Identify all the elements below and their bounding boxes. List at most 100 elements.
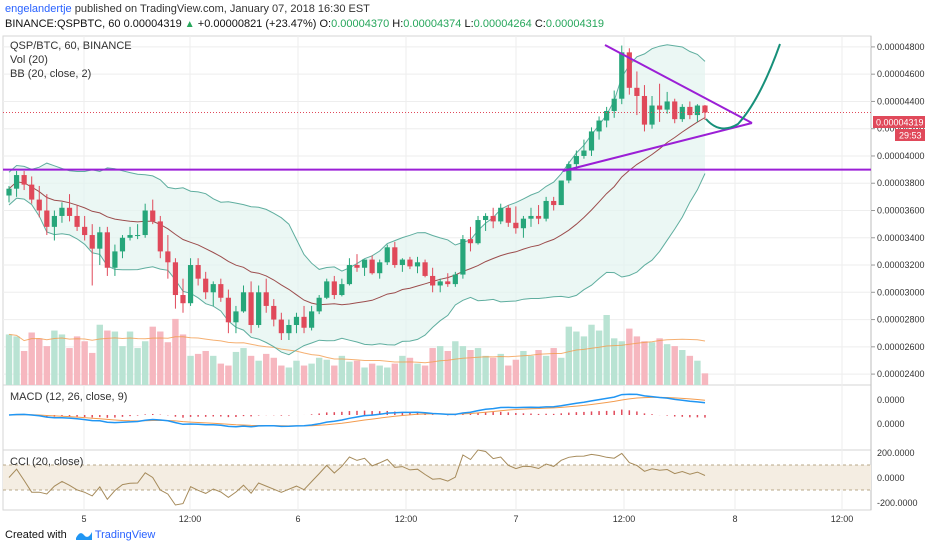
candle-body bbox=[316, 297, 322, 312]
time-tick-label: 7 bbox=[513, 514, 518, 524]
candle-body bbox=[66, 207, 73, 216]
volume-bar bbox=[527, 355, 535, 385]
price-tick-label: 0.00003200 bbox=[877, 260, 925, 270]
volume-bar bbox=[459, 346, 467, 385]
volume-bar bbox=[300, 365, 308, 385]
candle-body bbox=[203, 278, 209, 293]
volume-bar bbox=[202, 350, 209, 385]
author-link[interactable]: engelandertje bbox=[5, 3, 72, 15]
candle-body bbox=[44, 210, 50, 227]
time-tick-label: 6 bbox=[295, 514, 300, 524]
volume-bar bbox=[285, 367, 293, 385]
candle-body bbox=[649, 105, 655, 125]
volume-bar bbox=[315, 357, 323, 385]
volume-bar bbox=[474, 348, 482, 385]
time-axis[interactable]: 5 12:00 6 12:00 7 12:00 8 12:00 bbox=[81, 514, 853, 524]
chart-header: engelandertje published on TradingView.c… bbox=[0, 0, 932, 34]
price-change: +0.00000821 (+23.47%) bbox=[197, 18, 317, 30]
candle-body bbox=[634, 87, 640, 96]
candle-body bbox=[399, 259, 405, 266]
candle-body bbox=[180, 295, 186, 304]
price-tick-label: 0.00003000 bbox=[877, 287, 925, 297]
bar-timer-tag bbox=[895, 129, 925, 141]
candle-body bbox=[694, 105, 701, 116]
last-price: 0.00004319 bbox=[123, 18, 182, 30]
candle-body bbox=[165, 251, 171, 263]
volume-bar bbox=[663, 344, 671, 385]
price-tick-label: 0.00004000 bbox=[877, 151, 925, 161]
volume-bar bbox=[550, 348, 557, 385]
candle-body bbox=[339, 284, 345, 296]
candle-body bbox=[384, 247, 390, 263]
volume-bar bbox=[376, 365, 383, 385]
candle-body bbox=[361, 259, 368, 268]
candle-body bbox=[641, 95, 648, 125]
projection-curve bbox=[705, 43, 781, 130]
price-tick-label: 0.00004800 bbox=[877, 42, 925, 52]
price-axis[interactable]: 0.00004800 0.00004600 0.00004400 0.00004200… bbox=[871, 42, 925, 508]
tradingview-link[interactable]: TradingView bbox=[94, 529, 156, 541]
candle-body bbox=[672, 101, 678, 120]
high-label: H: bbox=[392, 18, 404, 30]
volume-ma-line bbox=[8, 333, 706, 364]
time-tick-label: 8 bbox=[732, 514, 737, 524]
candle-body bbox=[452, 274, 458, 285]
volume-bar bbox=[611, 338, 618, 385]
macd-signal-line bbox=[8, 396, 706, 427]
candle-body bbox=[702, 105, 708, 113]
high-value: 0.00004374 bbox=[403, 18, 462, 30]
volume-bar bbox=[565, 326, 573, 385]
candle-body bbox=[13, 175, 20, 189]
candle-body bbox=[656, 105, 663, 110]
candle-body bbox=[369, 259, 375, 274]
open-value: 0.00004370 bbox=[331, 18, 390, 30]
main-legend: QSP/BTC, 60, BINANCE bbox=[10, 40, 132, 52]
candle-body bbox=[74, 215, 80, 227]
candle-body bbox=[172, 262, 179, 296]
candle-body bbox=[36, 199, 42, 211]
tradingview-logo-icon bbox=[75, 532, 92, 541]
candle-body bbox=[588, 131, 595, 151]
candle-body bbox=[157, 221, 163, 252]
candle-body bbox=[210, 284, 216, 293]
volume-bar bbox=[391, 363, 399, 385]
macd-line bbox=[8, 393, 706, 428]
volume-bar bbox=[141, 341, 149, 385]
volume-bar bbox=[452, 341, 459, 385]
volume-bar bbox=[505, 365, 512, 385]
candle-body bbox=[112, 251, 118, 268]
vol-legend: Vol (20) bbox=[10, 54, 48, 66]
volume-bar bbox=[194, 353, 202, 385]
candle-body bbox=[82, 226, 88, 236]
volume-bar bbox=[51, 330, 58, 385]
candle-body bbox=[150, 210, 156, 222]
volume-bar bbox=[164, 342, 172, 385]
ohlc-line: BINANCE:QSPBTC, 60 0.00004319 ▲ +0.00000… bbox=[5, 18, 604, 30]
volume-bar bbox=[126, 331, 134, 385]
candle-body bbox=[271, 305, 277, 320]
candle-body bbox=[278, 319, 284, 334]
candle-body bbox=[187, 265, 194, 304]
cci-band bbox=[3, 465, 871, 490]
price-tick-label: 0.00002800 bbox=[877, 315, 925, 325]
up-arrow-icon: ▲ bbox=[184, 19, 195, 30]
volume-bar bbox=[331, 365, 338, 385]
price-tick-label: 0.00003800 bbox=[877, 178, 925, 188]
volume-bar bbox=[368, 363, 376, 385]
volume-bar bbox=[278, 365, 285, 385]
cci-tick-label: 0.0000 bbox=[877, 473, 905, 483]
created-with-label: Created with bbox=[5, 529, 67, 541]
candle-body bbox=[626, 52, 632, 88]
volume-bar bbox=[399, 355, 406, 385]
volume-bar bbox=[346, 361, 353, 385]
candle-body bbox=[407, 259, 413, 267]
candle-body bbox=[331, 281, 337, 296]
candle-body bbox=[445, 281, 451, 285]
candle-body bbox=[104, 232, 110, 268]
candles bbox=[6, 45, 708, 341]
cci-line bbox=[8, 449, 706, 506]
volume-bar bbox=[406, 357, 414, 385]
candle-body bbox=[346, 265, 353, 285]
volume-bar bbox=[225, 365, 232, 385]
